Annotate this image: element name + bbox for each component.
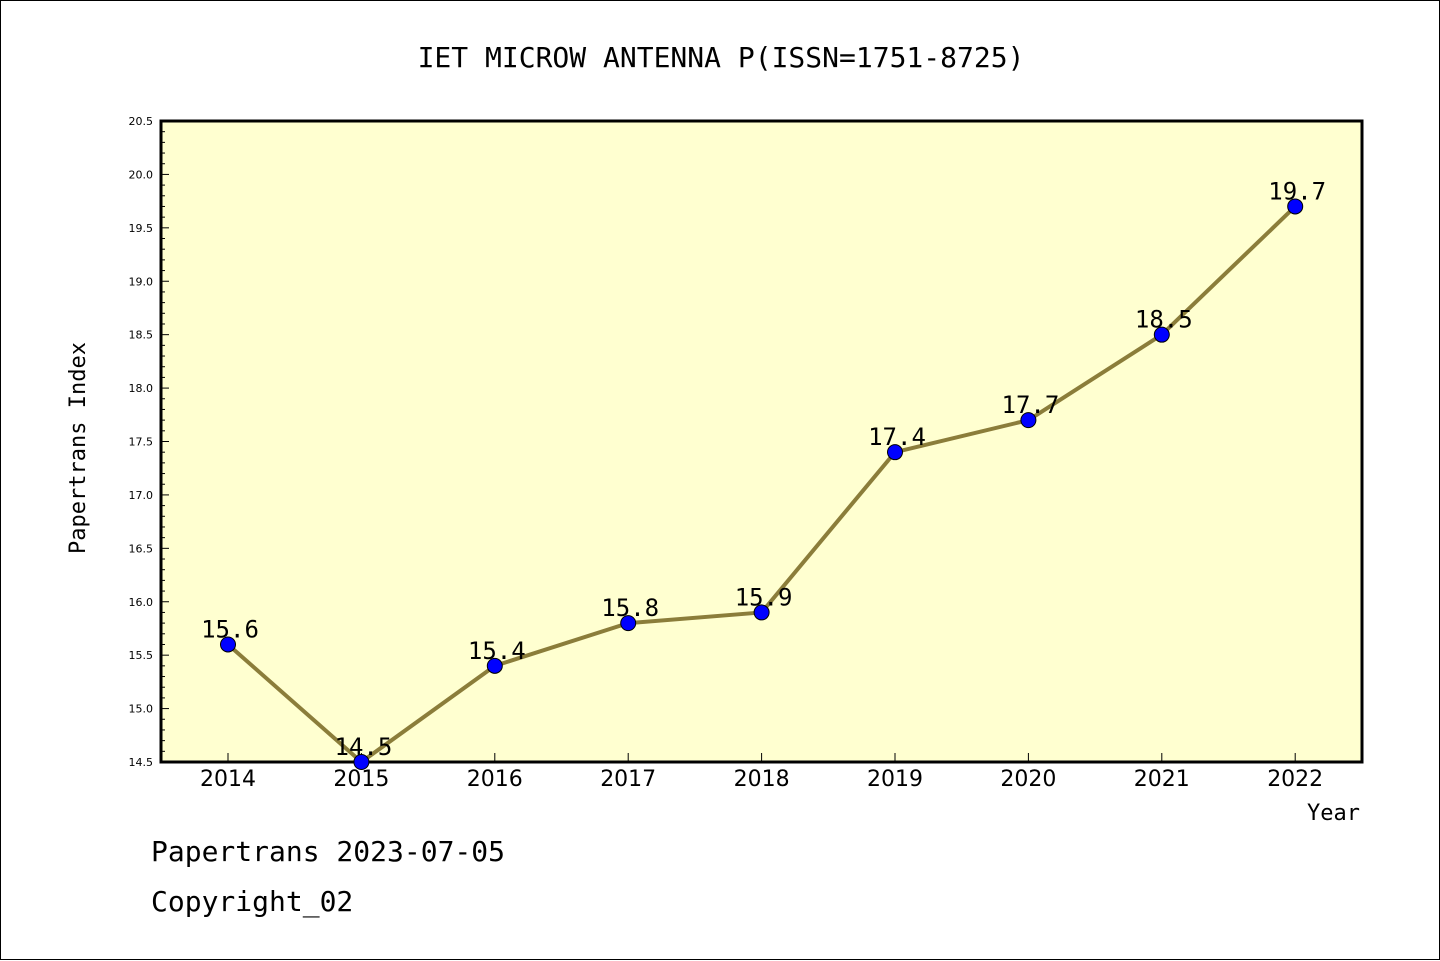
data-point	[753, 604, 770, 621]
data-label: 17.4	[868, 423, 926, 451]
y-tick-label: 18.5	[129, 329, 154, 342]
x-axis-label: Year	[1307, 801, 1360, 826]
x-axis: 2014 2015 2016 2017 2018 2019 2020 2021 2022	[200, 753, 1323, 792]
data-point	[1153, 326, 1170, 343]
y-tick-label: 14.5	[129, 756, 154, 769]
series-line	[220, 198, 1304, 770]
y-tick-label: 15.5	[129, 649, 154, 662]
x-tick-label: 2020	[1000, 767, 1056, 792]
data-label: 15.6	[201, 615, 259, 643]
y-tick-label: 17.5	[129, 436, 154, 449]
data-point	[353, 754, 370, 770]
x-tick-label: 2014	[200, 767, 256, 792]
data-label: 18.5	[1135, 306, 1193, 334]
x-tick-label: 2021	[1134, 767, 1190, 792]
data-label: 15.4	[468, 637, 526, 665]
x-tick-label: 2022	[1267, 767, 1323, 792]
x-tick-label: 2019	[867, 767, 923, 792]
y-axis-label: Papertrans Index	[66, 342, 91, 554]
data-label: 15.9	[735, 583, 793, 611]
data-point	[1020, 412, 1037, 429]
data-point	[620, 615, 637, 632]
x-tick-label: 2016	[467, 767, 523, 792]
data-point	[220, 636, 236, 653]
data-point	[1287, 198, 1304, 215]
x-tick-label: 2017	[600, 767, 656, 792]
data-label: 17.7	[1002, 391, 1060, 419]
data-labels: 15.6 14.5 15.4 15.8 15.9 17.4 17.7 18.5 19.7	[201, 177, 1326, 761]
y-tick-label: 20.5	[129, 115, 154, 128]
y-tick-label: 16.0	[129, 596, 154, 609]
data-label: 15.8	[601, 594, 659, 622]
y-tick-label: 20.0	[129, 168, 154, 181]
y-tick-label: 19.0	[129, 275, 154, 288]
data-point	[887, 444, 903, 461]
footer-date: Papertrans 2023-07-05	[151, 835, 506, 868]
y-tick-label: 19.5	[129, 222, 154, 235]
y-tick-label: 16.5	[129, 542, 154, 555]
plot-area	[159, 119, 1364, 764]
y-axis: 14.5 15.0 15.5 16.0 16.5 17.0 17.5 18.0 18.5 19.0…	[129, 115, 169, 769]
data-point	[486, 657, 503, 674]
footer-copyright: Copyright_02	[151, 885, 354, 918]
data-label: 19.7	[1268, 177, 1326, 205]
y-tick-label: 17.0	[129, 489, 154, 502]
data-label: 14.5	[335, 733, 393, 761]
y-tick-label: 15.0	[129, 703, 154, 716]
x-tick-label: 2018	[734, 767, 790, 792]
x-tick-label: 2015	[333, 767, 389, 792]
chart-title: IET MICROW ANTENNA P(ISSN=1751-8725)	[418, 41, 1025, 74]
y-tick-label: 18.0	[129, 382, 154, 395]
